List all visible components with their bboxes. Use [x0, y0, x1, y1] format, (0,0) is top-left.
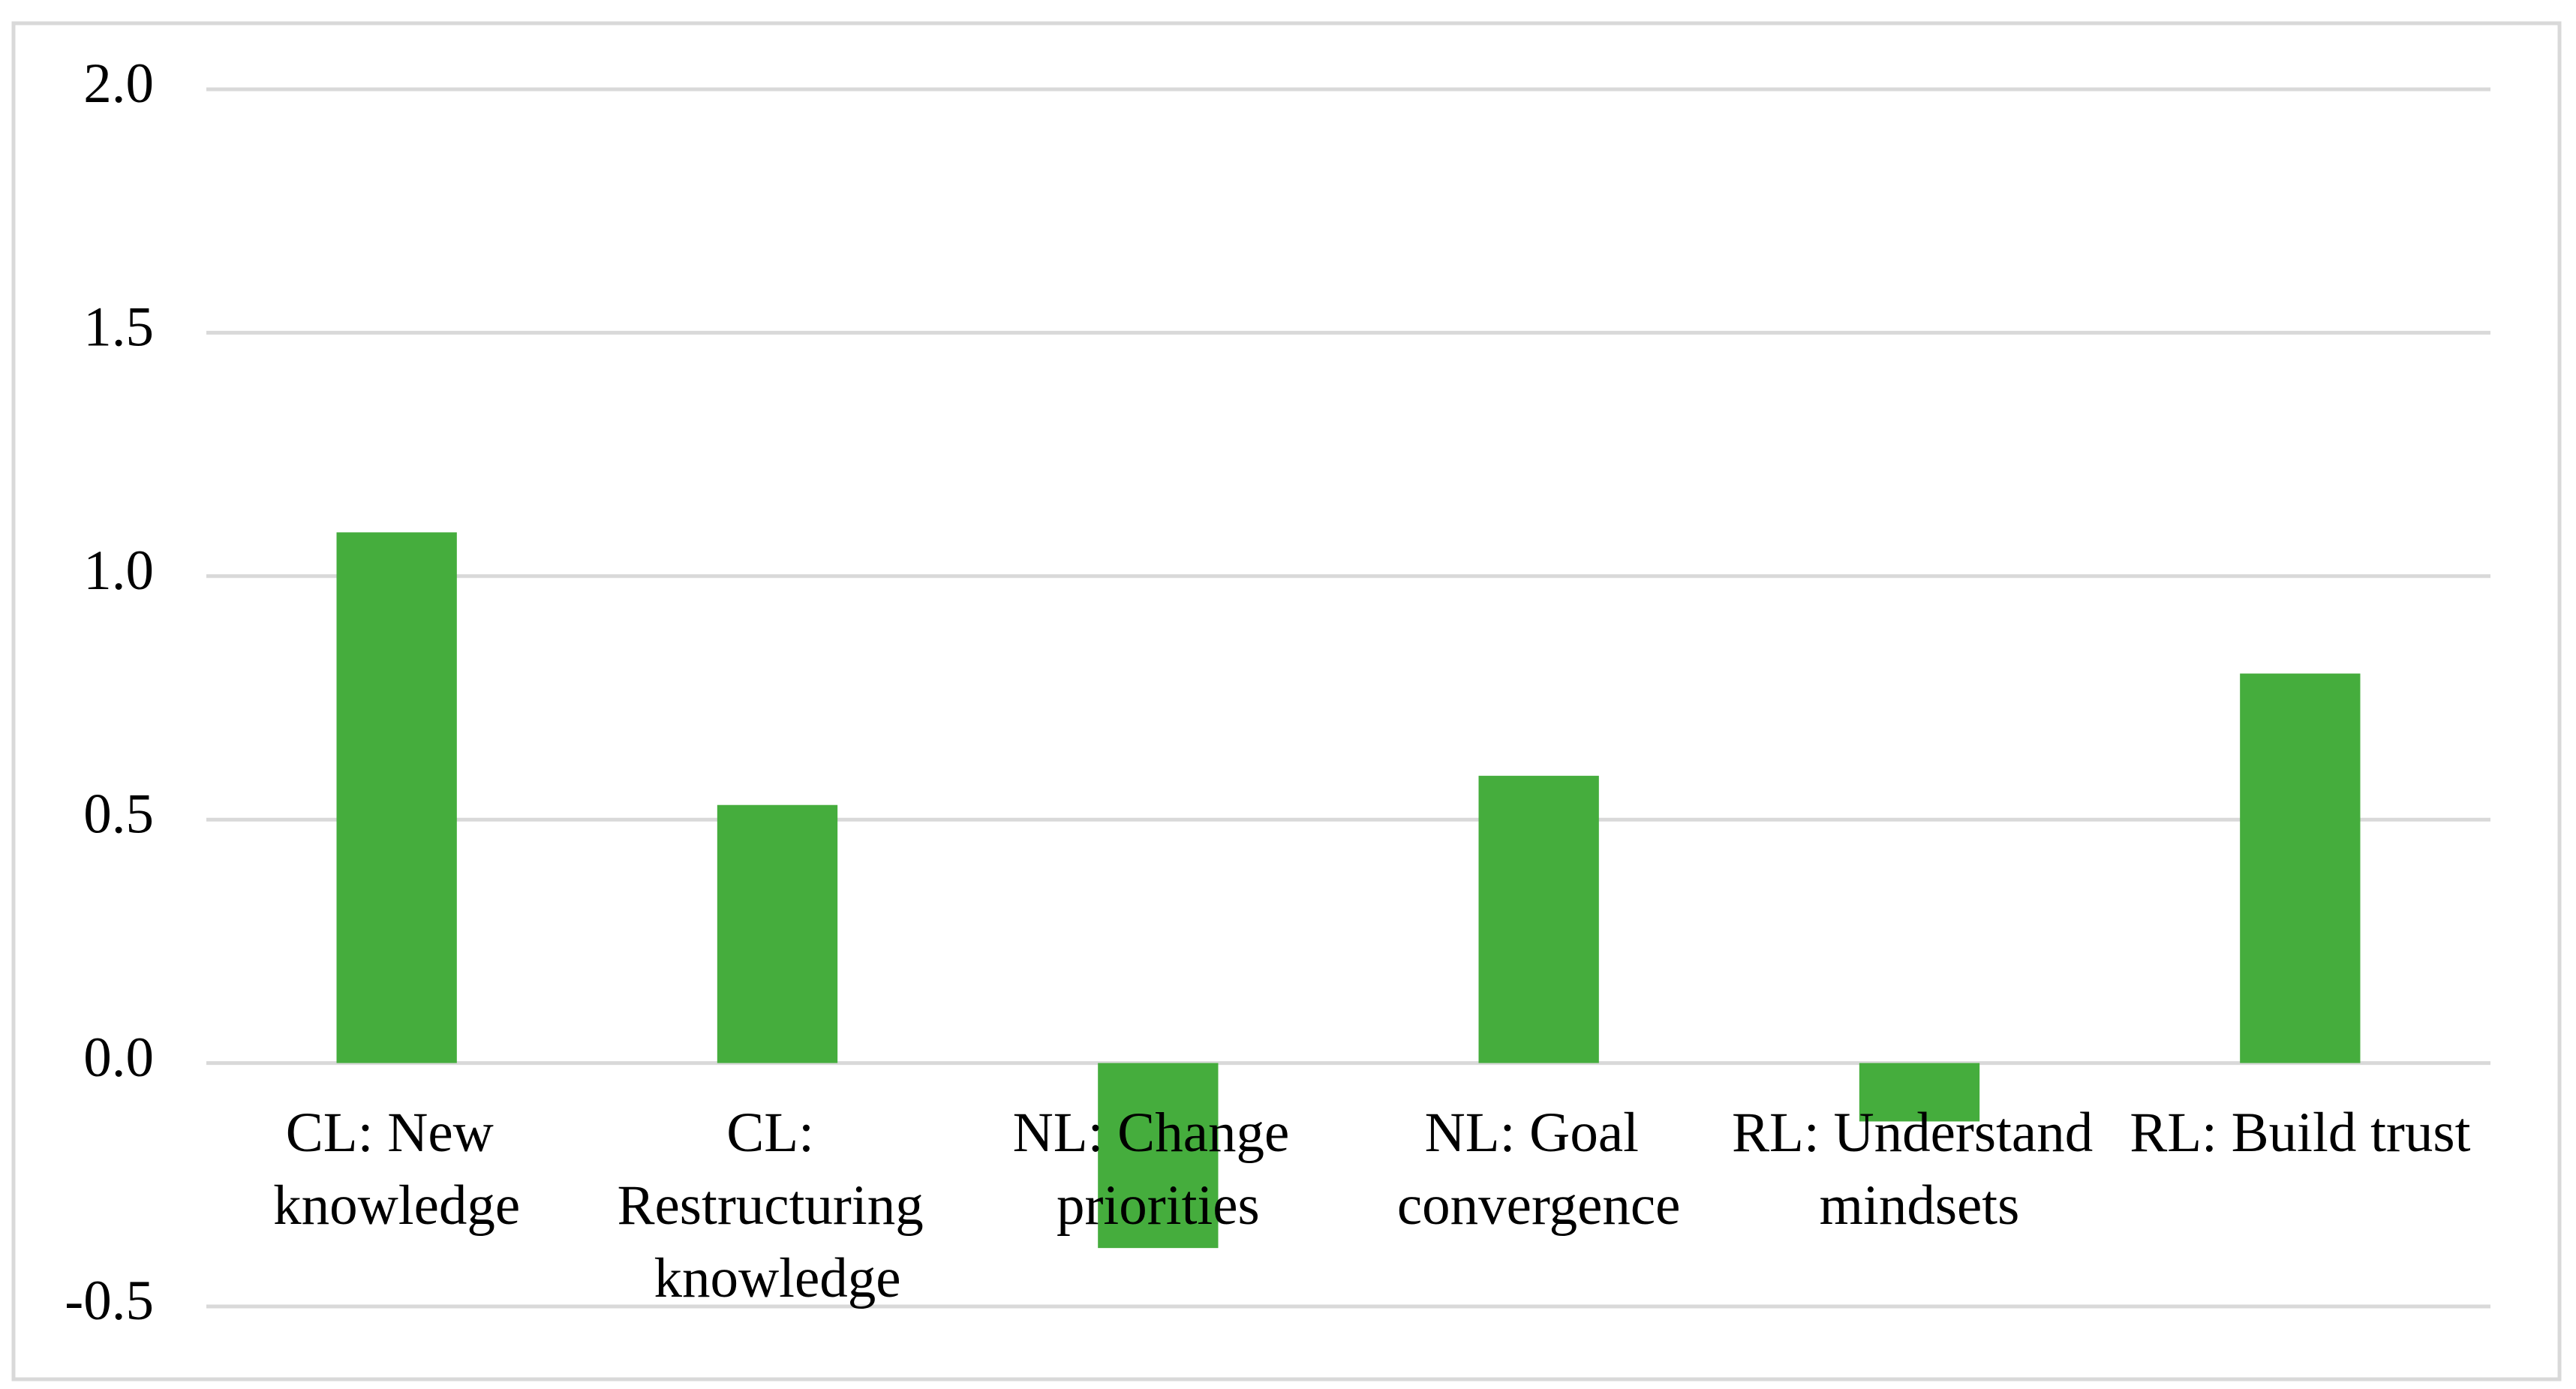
x-tick-label: CL: Restructuring knowledge [617, 1102, 937, 1309]
bar [336, 532, 457, 1063]
bar [1478, 775, 1599, 1063]
bar [717, 804, 838, 1063]
x-tick-label: CL: New knowledge [273, 1102, 520, 1237]
x-tick-label: RL: Build trust [2130, 1102, 2470, 1164]
x-tick-label: NL: Goal convergence [1397, 1102, 1681, 1237]
y-tick-label: 0.5 [83, 783, 154, 845]
bar [2240, 673, 2361, 1063]
y-tick-label: 0.0 [83, 1027, 154, 1089]
x-tick-label: NL: Change priorities [1013, 1102, 1303, 1237]
y-tick-label: 1.5 [83, 296, 154, 359]
y-tick-label: 1.0 [83, 540, 154, 602]
bar [1098, 1063, 1219, 1249]
y-tick-label: -0.5 [65, 1270, 154, 1332]
y-tick-label: 2.0 [83, 53, 154, 115]
x-tick-label: RL: Understand mindsets [1732, 1102, 2107, 1237]
bar [1859, 1063, 1980, 1122]
